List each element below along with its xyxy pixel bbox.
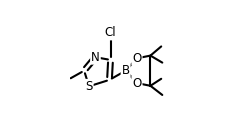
Text: O: O xyxy=(132,77,142,90)
Text: Cl: Cl xyxy=(105,26,116,39)
Text: S: S xyxy=(85,80,93,93)
Text: B: B xyxy=(121,64,130,77)
Text: O: O xyxy=(132,52,142,65)
Text: N: N xyxy=(91,51,100,64)
